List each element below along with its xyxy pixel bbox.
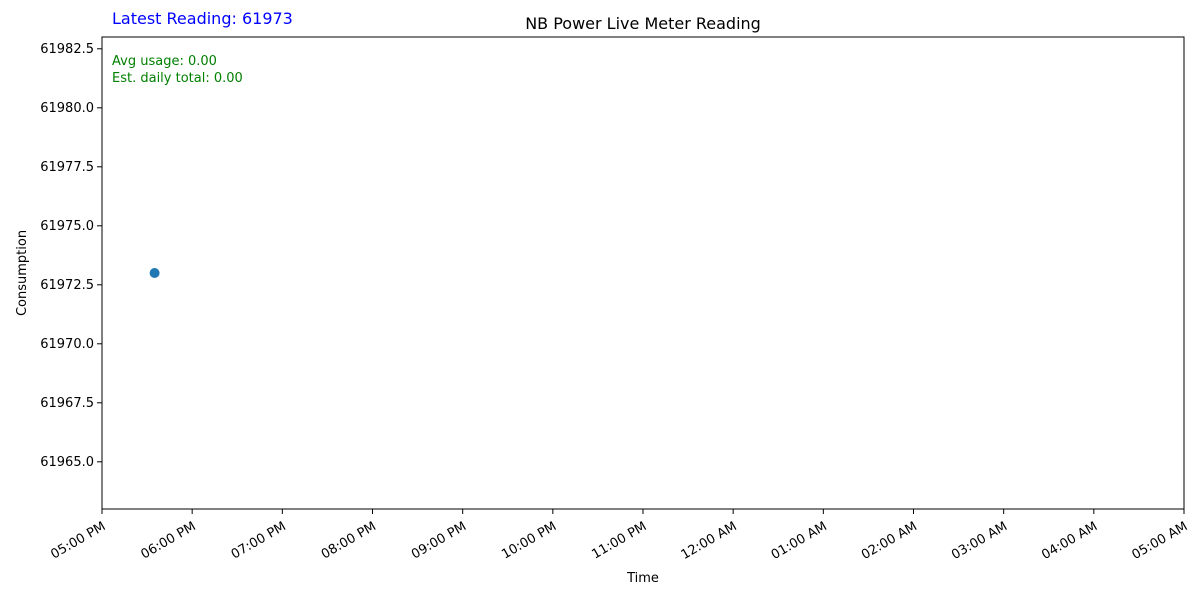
x-axis-label: Time (626, 571, 659, 586)
data-point (149, 268, 160, 278)
daily-total-annotation: Est. daily total: 0.00 (112, 71, 243, 86)
y-axis-label: Consumption (15, 230, 30, 316)
avg-usage-annotation: Avg usage: 0.00 (112, 54, 217, 69)
y-tick-label: 61980.0 (40, 101, 94, 116)
y-tick-label: 61982.5 (40, 42, 94, 57)
y-tick-label: 61965.0 (40, 455, 94, 470)
y-tick-label: 61972.5 (40, 278, 94, 293)
y-tick-label: 61970.0 (40, 337, 94, 352)
y-tick-label: 61967.5 (40, 396, 94, 411)
latest-reading-label: Latest Reading: 61973 (112, 9, 293, 28)
y-tick-label: 61975.0 (40, 219, 94, 234)
y-axis: 61965.0 61967.5 61970.0 61972.5 61975.0 61977… (40, 42, 102, 470)
chart-title: NB Power Live Meter Reading (525, 14, 761, 33)
y-tick-label: 61977.5 (40, 160, 94, 175)
data-points (149, 268, 160, 278)
